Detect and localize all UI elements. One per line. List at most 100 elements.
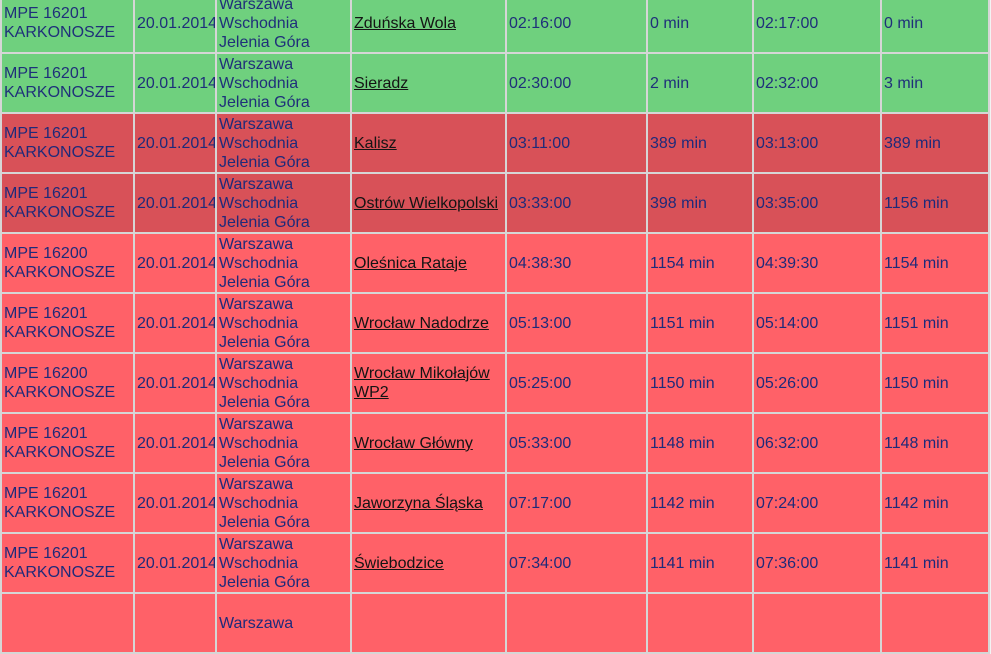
date-cell: 20.01.2014 xyxy=(133,172,217,234)
station-link[interactable]: Wrocław Nadodrze xyxy=(354,314,489,332)
departure-delay-cell: 1150 min xyxy=(880,352,990,414)
departure-delay-cell: 389 min xyxy=(880,112,990,174)
arrival-delay-cell: 398 min xyxy=(646,172,754,234)
station-cell: Wrocław Główny xyxy=(350,412,507,474)
scheduled-arrival-cell: 05:33:00 xyxy=(505,412,648,474)
date-cell: 20.01.2014 xyxy=(133,412,217,474)
departure-delay-cell xyxy=(880,592,990,654)
route-cell: Warszawa Wschodnia Jelenia Góra xyxy=(215,172,352,234)
station-cell xyxy=(350,592,507,654)
station-link[interactable]: Jaworzyna Śląska xyxy=(354,494,483,512)
route-cell: Warszawa xyxy=(215,592,352,654)
date-cell: 20.01.2014 xyxy=(133,472,217,534)
table-row[interactable]: MPE 16201 KARKONOSZE 20.01.2014 Warszawa W… xyxy=(0,0,990,54)
route-cell: Warszawa Wschodnia Jelenia Góra xyxy=(215,292,352,354)
scheduled-arrival-cell: 05:13:00 xyxy=(505,292,648,354)
departure-delay-cell: 1141 min xyxy=(880,532,990,594)
route-cell: Warszawa Wschodnia Jelenia Góra xyxy=(215,352,352,414)
arrival-delay-cell: 1154 min xyxy=(646,232,754,294)
scheduled-departure-cell: 02:17:00 xyxy=(752,0,882,54)
station-cell: Ostrów Wielkopolski xyxy=(350,172,507,234)
departure-delay-cell: 1154 min xyxy=(880,232,990,294)
train-name-cell: MPE 16200 KARKONOSZE xyxy=(0,232,135,294)
scheduled-departure-cell: 05:26:00 xyxy=(752,352,882,414)
date-cell: 20.01.2014 xyxy=(133,52,217,114)
arrival-delay-cell xyxy=(646,592,754,654)
scheduled-departure-cell: 04:39:30 xyxy=(752,232,882,294)
route-cell: Warszawa Wschodnia Jelenia Góra xyxy=(215,532,352,594)
route-cell: Warszawa Wschodnia Jelenia Góra xyxy=(215,52,352,114)
station-cell: Świebodzice xyxy=(350,532,507,594)
table-row[interactable]: MPE 16201 KARKONOSZE 20.01.2014 Warszawa W… xyxy=(0,52,990,114)
table-row[interactable]: MPE 16201 KARKONOSZE 20.01.2014 Warszawa W… xyxy=(0,112,990,174)
scheduled-departure-cell: 07:36:00 xyxy=(752,532,882,594)
train-name-cell: MPE 16201 KARKONOSZE xyxy=(0,0,135,54)
station-link[interactable]: Oleśnica Rataje xyxy=(354,254,467,272)
scheduled-departure-cell: 05:14:00 xyxy=(752,292,882,354)
station-link[interactable]: Zduńska Wola xyxy=(354,14,456,32)
departure-delay-cell: 1151 min xyxy=(880,292,990,354)
departure-delay-cell: 1148 min xyxy=(880,412,990,474)
arrival-delay-cell: 2 min xyxy=(646,52,754,114)
scheduled-arrival-cell: 05:25:00 xyxy=(505,352,648,414)
table-row-selected[interactable]: MPE 16200 KARKONOSZE 20.01.2014 Warszawa W… xyxy=(0,232,990,294)
table-row[interactable]: MPE 16201 KARKONOSZE 20.01.2014 Warszawa W… xyxy=(0,292,990,354)
scheduled-departure-cell: 03:13:00 xyxy=(752,112,882,174)
station-cell: Kalisz xyxy=(350,112,507,174)
table-row[interactable]: MPE 16201 KARKONOSZE 20.01.2014 Warszawa W… xyxy=(0,472,990,534)
station-cell: Oleśnica Rataje xyxy=(350,232,507,294)
station-link[interactable]: Ostrów Wielkopolski xyxy=(354,194,499,212)
scheduled-departure-cell: 06:32:00 xyxy=(752,412,882,474)
arrival-delay-cell: 1141 min xyxy=(646,532,754,594)
scheduled-departure-cell: 07:24:00 xyxy=(752,472,882,534)
train-name-cell: MPE 16201 KARKONOSZE xyxy=(0,52,135,114)
table-row[interactable]: MPE 16200 KARKONOSZE 20.01.2014 Warszawa W… xyxy=(0,352,990,414)
train-name-cell: MPE 16201 KARKONOSZE xyxy=(0,112,135,174)
train-name-cell: MPE 16201 KARKONOSZE xyxy=(0,292,135,354)
scheduled-arrival-cell: 07:17:00 xyxy=(505,472,648,534)
date-cell xyxy=(133,592,217,654)
date-cell: 20.01.2014 xyxy=(133,232,217,294)
table-row[interactable]: MPE 16201 KARKONOSZE 20.01.2014 Warszawa W… xyxy=(0,412,990,474)
table-row[interactable]: Warszawa xyxy=(0,592,990,654)
scheduled-arrival-cell: 02:16:00 xyxy=(505,0,648,54)
scheduled-arrival-cell: 07:34:00 xyxy=(505,532,648,594)
arrival-delay-cell: 1148 min xyxy=(646,412,754,474)
train-name-cell: MPE 16201 KARKONOSZE xyxy=(0,172,135,234)
train-name-cell: MPE 16201 KARKONOSZE xyxy=(0,532,135,594)
scheduled-arrival-cell xyxy=(505,592,648,654)
departure-delay-cell: 3 min xyxy=(880,52,990,114)
station-link[interactable]: Sieradz xyxy=(354,74,409,92)
table-row[interactable]: MPE 16201 KARKONOSZE 20.01.2014 Warszawa W… xyxy=(0,532,990,594)
route-cell: Warszawa Wschodnia Jelenia Góra xyxy=(215,112,352,174)
departure-delay-cell: 1142 min xyxy=(880,472,990,534)
route-cell: Warszawa Wschodnia Jelenia Góra xyxy=(215,412,352,474)
route-cell: Warszawa Wschodnia Jelenia Góra xyxy=(215,232,352,294)
date-cell: 20.01.2014 xyxy=(133,112,217,174)
table-row[interactable]: MPE 16201 KARKONOSZE 20.01.2014 Warszawa W… xyxy=(0,172,990,234)
station-cell: Zduńska Wola xyxy=(350,0,507,54)
date-cell: 20.01.2014 xyxy=(133,292,217,354)
scheduled-departure-cell xyxy=(752,592,882,654)
station-cell: Wrocław Nadodrze xyxy=(350,292,507,354)
train-name-cell: MPE 16201 KARKONOSZE xyxy=(0,472,135,534)
arrival-delay-cell: 0 min xyxy=(646,0,754,54)
date-cell: 20.01.2014 xyxy=(133,352,217,414)
date-cell: 20.01.2014 xyxy=(133,532,217,594)
scheduled-departure-cell: 03:35:00 xyxy=(752,172,882,234)
departure-delay-cell: 0 min xyxy=(880,0,990,54)
station-link[interactable]: Wrocław Mikołajów WP2 xyxy=(354,365,490,401)
arrival-delay-cell: 1151 min xyxy=(646,292,754,354)
station-link[interactable]: Wrocław Główny xyxy=(354,434,473,452)
scheduled-arrival-cell: 03:33:00 xyxy=(505,172,648,234)
route-cell: Warszawa Wschodnia Jelenia Góra xyxy=(215,472,352,534)
scheduled-departure-cell: 02:32:00 xyxy=(752,52,882,114)
date-cell: 20.01.2014 xyxy=(133,0,217,54)
scheduled-arrival-cell: 02:30:00 xyxy=(505,52,648,114)
station-link[interactable]: Świebodzice xyxy=(354,554,444,572)
station-link[interactable]: Kalisz xyxy=(354,134,397,152)
station-cell: Sieradz xyxy=(350,52,507,114)
arrival-delay-cell: 1150 min xyxy=(646,352,754,414)
